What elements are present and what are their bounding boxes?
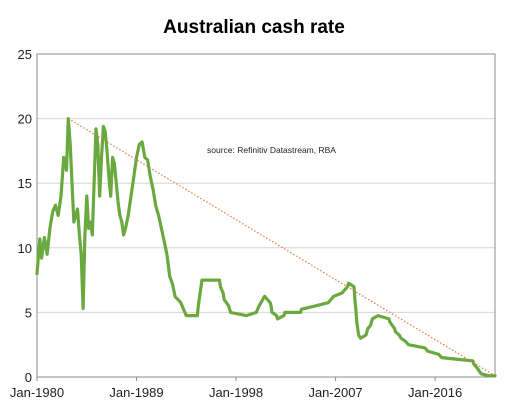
- x-tick-label: Jan-1980: [10, 385, 64, 400]
- chart-title: Australian cash rate: [163, 17, 345, 38]
- y-tick-label: 15: [18, 176, 32, 191]
- y-tick-label: 5: [25, 305, 32, 320]
- series-layer: [35, 117, 497, 378]
- cash-rate-line: [35, 117, 497, 378]
- y-tick-label: 10: [18, 241, 32, 256]
- y-tick-label: 20: [18, 112, 32, 127]
- gridlines: [37, 118, 495, 313]
- source-annotation: source: Refinitiv Datastream, RBA: [207, 145, 336, 155]
- trend-line: [68, 118, 496, 377]
- x-tick-label: Jan-1998: [209, 385, 263, 400]
- y-tick-label: 25: [18, 47, 32, 62]
- y-tick-label: 0: [25, 370, 32, 385]
- x-tick-label: Jan-2016: [408, 385, 462, 400]
- x-tick-label: Jan-2007: [308, 385, 362, 400]
- y-axis: 0 5 10 15 20 25: [18, 47, 32, 385]
- x-axis: Jan-1980 Jan-1989 Jan-1998 Jan-2007 Jan-2016: [10, 377, 462, 400]
- plot-area-frame: [36, 53, 496, 378]
- x-tick-label: Jan-1989: [109, 385, 163, 400]
